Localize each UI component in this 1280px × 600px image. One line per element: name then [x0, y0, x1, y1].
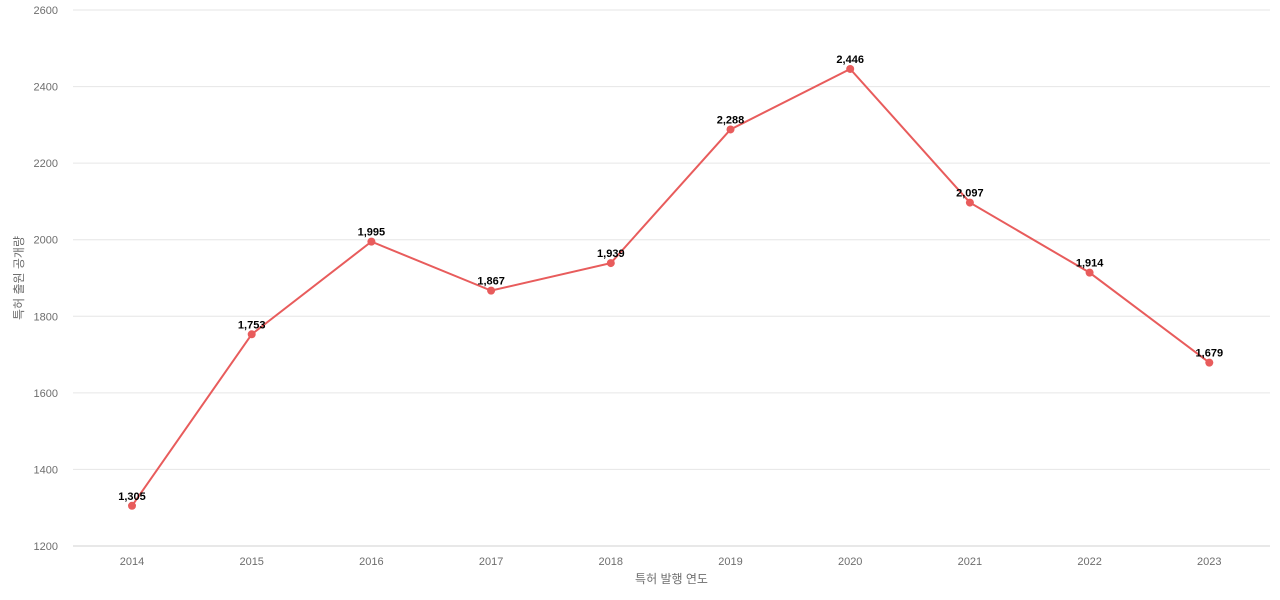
- data-point: [846, 64, 855, 73]
- data-label: 1,305: [118, 491, 146, 503]
- series-line: [131, 67, 1210, 507]
- data-label: 2,446: [836, 54, 864, 66]
- data-label: 1,679: [1196, 348, 1224, 360]
- x-axis-ticks: 2014 2015 2016 2017 2018 2019 2020 2021 2022 2023: [120, 556, 1222, 568]
- data-point: [606, 259, 615, 268]
- data-point: [1205, 358, 1214, 367]
- data-point: [247, 330, 256, 339]
- data-label: 1,939: [597, 248, 625, 260]
- y-tick-label: 1600: [34, 388, 58, 400]
- data-point: [965, 198, 974, 207]
- y-tick-label: 2400: [34, 82, 58, 94]
- gridlines: [73, 9, 1270, 470]
- y-tick-label: 2000: [34, 235, 58, 247]
- data-labels: 1,305 1,753 1,995 1,867 1,939 2,288 2,446 2,097…: [118, 54, 1223, 503]
- data-label: 1,753: [238, 319, 266, 331]
- x-tick-label: 2014: [120, 556, 144, 568]
- y-axis-ticks: 1200 1400 1600 1800 2000 2200 2400 2600: [34, 5, 58, 553]
- x-tick-label: 2016: [359, 556, 383, 568]
- x-tick-label: 2019: [718, 556, 742, 568]
- x-tick-label: 2017: [479, 556, 503, 568]
- y-tick-label: 1400: [34, 464, 58, 476]
- data-point: [487, 286, 496, 295]
- y-tick-label: 2200: [34, 158, 58, 170]
- x-tick-label: 2023: [1197, 556, 1221, 568]
- x-tick-label: 2022: [1077, 556, 1101, 568]
- x-axis-title: 특허 발행 연도: [635, 571, 708, 586]
- x-tick-label: 2020: [838, 556, 862, 568]
- y-tick-label: 1200: [34, 541, 58, 553]
- y-tick-label: 1800: [34, 311, 58, 323]
- data-point: [726, 125, 735, 134]
- y-tick-label: 2600: [34, 5, 58, 17]
- data-label: 1,914: [1076, 258, 1104, 270]
- data-point: [367, 237, 376, 246]
- data-label: 1,867: [477, 276, 505, 288]
- data-points: [128, 64, 1214, 510]
- x-tick-label: 2015: [239, 556, 263, 568]
- data-label: 2,288: [717, 114, 745, 126]
- data-label: 1,995: [358, 227, 386, 239]
- x-tick-label: 2018: [599, 556, 623, 568]
- data-point: [1085, 268, 1094, 277]
- y-axis-title: 특허 출원 공개량: [12, 236, 26, 320]
- data-label: 2,097: [956, 188, 984, 200]
- data-point: [128, 501, 136, 510]
- x-tick-label: 2021: [958, 556, 982, 568]
